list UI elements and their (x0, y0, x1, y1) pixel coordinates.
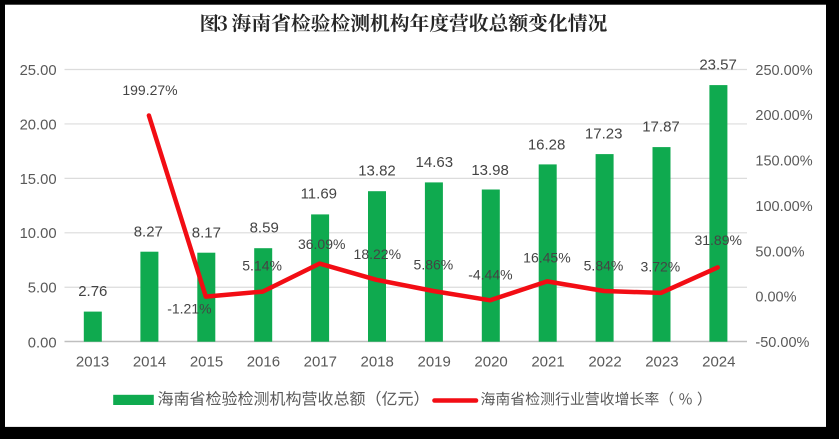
svg-text:31.89%: 31.89% (694, 232, 741, 248)
svg-text:2018: 2018 (361, 354, 394, 371)
svg-text:0.00: 0.00 (28, 335, 57, 351)
svg-text:250.00%: 250.00% (755, 63, 812, 79)
svg-text:150.00%: 150.00% (755, 154, 812, 170)
svg-text:0.00%: 0.00% (755, 290, 796, 306)
svg-text:2020: 2020 (474, 354, 507, 371)
svg-text:2019: 2019 (418, 354, 451, 371)
svg-text:2017: 2017 (304, 354, 337, 371)
svg-text:200.00%: 200.00% (755, 108, 812, 124)
svg-text:20.00: 20.00 (20, 117, 57, 133)
svg-text:18.22%: 18.22% (354, 246, 401, 262)
svg-text:8.59: 8.59 (250, 220, 279, 237)
svg-text:199.27%: 199.27% (122, 82, 177, 98)
svg-text:25.00: 25.00 (20, 63, 57, 79)
svg-text:17.87: 17.87 (642, 119, 680, 136)
svg-text:2021: 2021 (531, 354, 564, 371)
svg-text:5.86%: 5.86% (414, 256, 454, 272)
svg-text:17.23: 17.23 (585, 125, 623, 142)
svg-text:15.00: 15.00 (20, 172, 57, 188)
svg-text:2022: 2022 (588, 354, 621, 371)
svg-text:3.72%: 3.72% (641, 259, 681, 275)
svg-text:5.00: 5.00 (28, 281, 57, 297)
svg-text:16.45%: 16.45% (523, 250, 570, 266)
svg-text:8.27: 8.27 (134, 223, 163, 240)
svg-text:2016: 2016 (247, 354, 280, 371)
svg-text:10.00: 10.00 (20, 226, 57, 242)
svg-text:13.98: 13.98 (471, 162, 509, 179)
svg-text:16.28: 16.28 (528, 137, 566, 154)
svg-text:23.57: 23.57 (699, 56, 737, 73)
svg-text:2023: 2023 (645, 354, 678, 371)
svg-text:14.63: 14.63 (416, 154, 454, 171)
svg-text:2015: 2015 (190, 354, 223, 371)
svg-text:2024: 2024 (702, 354, 735, 371)
svg-text:50.00%: 50.00% (755, 244, 804, 260)
svg-text:2.76: 2.76 (78, 283, 107, 300)
svg-text:11.69: 11.69 (301, 186, 337, 203)
svg-text:-1.21%: -1.21% (167, 301, 211, 317)
svg-text:-4.44%: -4.44% (468, 266, 512, 282)
svg-text:2014: 2014 (133, 354, 166, 371)
svg-text:5.84%: 5.84% (584, 257, 624, 273)
svg-text:13.82: 13.82 (358, 163, 396, 180)
svg-text:5.14%: 5.14% (242, 258, 282, 274)
svg-text:36.09%: 36.09% (298, 236, 345, 252)
svg-text:100.00%: 100.00% (755, 199, 812, 215)
svg-text:-50.00%: -50.00% (755, 335, 809, 351)
svg-text:8.17: 8.17 (192, 224, 221, 241)
svg-text:2013: 2013 (76, 354, 109, 371)
